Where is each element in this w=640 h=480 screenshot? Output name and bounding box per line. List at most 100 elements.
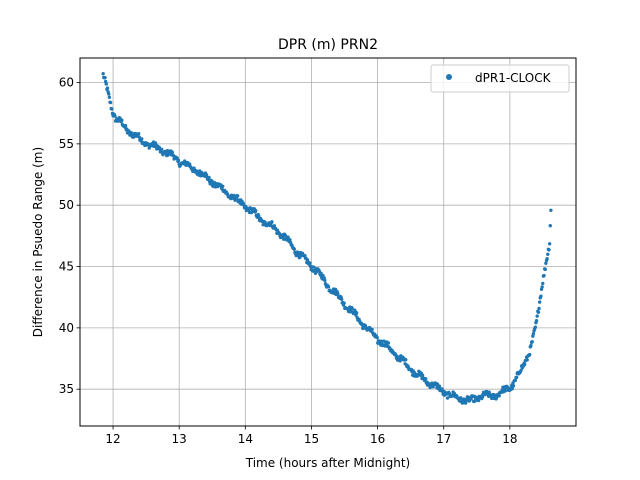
data-point xyxy=(523,362,527,367)
data-point xyxy=(528,352,532,357)
data-point xyxy=(547,242,552,246)
legend-label: dPR1-CLOCK xyxy=(475,71,552,85)
data-point xyxy=(210,179,214,183)
data-point xyxy=(221,184,225,189)
data-point xyxy=(234,196,239,201)
data-point xyxy=(113,114,117,118)
data-point xyxy=(420,373,425,377)
data-point xyxy=(108,100,113,105)
y-tick-label: 50 xyxy=(59,198,74,212)
data-point xyxy=(536,310,541,314)
data-point xyxy=(257,214,261,218)
x-tick-label: 12 xyxy=(105,432,120,446)
data-point xyxy=(232,193,236,198)
data-point xyxy=(529,343,533,348)
x-tick-label: 17 xyxy=(436,432,451,446)
data-point xyxy=(354,311,359,315)
data-point xyxy=(540,285,544,289)
data-point xyxy=(548,224,552,228)
data-point xyxy=(292,247,297,251)
data-point xyxy=(326,285,331,289)
data-point xyxy=(424,377,428,381)
data-point xyxy=(104,82,108,86)
data-point xyxy=(503,389,508,393)
data-point xyxy=(537,300,542,304)
x-tick-label: 14 xyxy=(238,432,253,446)
data-point xyxy=(286,235,290,239)
data-point xyxy=(534,319,539,323)
data-point xyxy=(136,132,141,136)
data-point xyxy=(261,223,265,227)
legend-marker xyxy=(446,74,452,80)
legend: dPR1-CLOCK xyxy=(430,64,570,93)
y-tick-label: 55 xyxy=(59,137,74,151)
data-point xyxy=(235,194,240,198)
data-point xyxy=(105,86,110,90)
data-point xyxy=(469,397,473,401)
data-point xyxy=(476,398,481,403)
data-point xyxy=(370,327,374,332)
data-point xyxy=(308,261,312,265)
data-point xyxy=(350,306,354,311)
data-point xyxy=(123,124,128,128)
data-point xyxy=(323,278,327,283)
plot-frame xyxy=(79,57,577,427)
y-tick-label: 35 xyxy=(59,382,74,396)
x-tick-label: 18 xyxy=(502,432,517,446)
data-point xyxy=(339,297,344,301)
data-point xyxy=(506,385,510,390)
data-point xyxy=(404,357,408,362)
data-point xyxy=(207,175,211,180)
data-point xyxy=(379,339,384,343)
data-point xyxy=(159,147,164,151)
data-point xyxy=(147,146,151,150)
data-point xyxy=(270,220,274,224)
data-point xyxy=(386,341,391,345)
data-point xyxy=(317,269,321,273)
chart-title: DPR (m) PRN2 xyxy=(278,37,378,53)
data-point xyxy=(288,238,292,242)
data-point xyxy=(533,325,537,329)
data-point xyxy=(480,395,485,399)
legend-box xyxy=(430,64,570,93)
data-point xyxy=(513,378,518,382)
data-point xyxy=(437,384,442,388)
data-point xyxy=(473,399,477,403)
data-point xyxy=(375,335,379,340)
data-point xyxy=(542,273,546,278)
data-point xyxy=(282,237,286,241)
data-point xyxy=(319,271,323,275)
grid xyxy=(80,58,576,426)
data-point xyxy=(530,340,534,344)
data-point xyxy=(342,301,346,305)
y-tick-label: 40 xyxy=(59,321,74,335)
data-point xyxy=(263,220,267,224)
data-point xyxy=(170,150,174,154)
data-point xyxy=(545,257,549,261)
x-axis-label: Time (hours after Midnight) xyxy=(245,456,410,470)
data-point xyxy=(107,92,111,96)
data-point xyxy=(165,148,169,153)
data-point xyxy=(204,173,209,177)
data-point xyxy=(305,258,310,262)
data-point xyxy=(336,292,340,296)
data-point xyxy=(445,396,450,400)
data-point xyxy=(546,252,550,256)
data-point xyxy=(103,76,107,80)
data-point xyxy=(120,118,124,122)
data-point xyxy=(107,95,112,99)
data-point xyxy=(544,261,548,265)
x-tick-label: 13 xyxy=(172,432,187,446)
y-tick-label: 60 xyxy=(59,76,74,90)
y-axis-label: Difference in Psuedo Range (m) xyxy=(31,147,45,337)
data-point xyxy=(543,267,547,272)
x-tick-label: 15 xyxy=(304,432,319,446)
data-point xyxy=(541,281,545,286)
data-point xyxy=(539,294,543,298)
data-point xyxy=(490,396,494,401)
data-point xyxy=(525,358,529,362)
data-point xyxy=(254,209,258,213)
x-tick-label: 16 xyxy=(370,432,385,446)
data-point xyxy=(547,248,551,252)
